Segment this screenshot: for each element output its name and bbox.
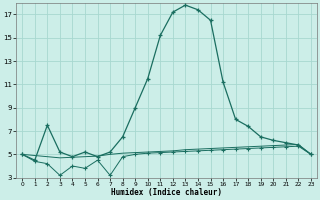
X-axis label: Humidex (Indice chaleur): Humidex (Indice chaleur) bbox=[111, 188, 222, 197]
